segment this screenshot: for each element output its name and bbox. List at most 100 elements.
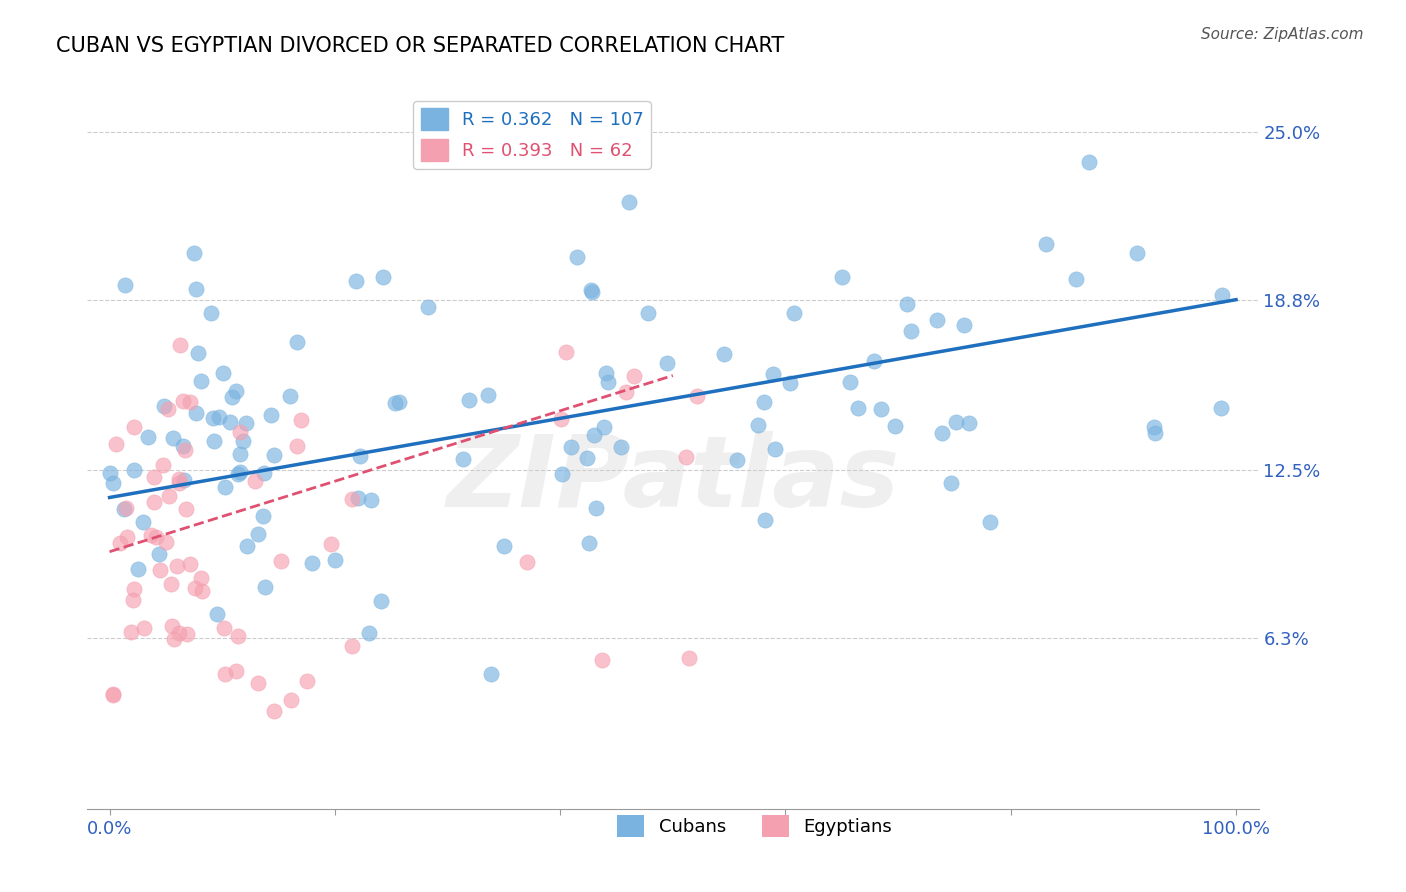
Point <box>226 629 249 643</box>
Point <box>263 449 285 463</box>
Point <box>1143 420 1166 434</box>
Point <box>157 401 180 416</box>
Point <box>1064 272 1087 286</box>
Point <box>252 508 274 523</box>
Point <box>143 469 166 483</box>
Point <box>598 375 620 389</box>
Text: CUBAN VS EGYPTIAN DIVORCED OR SEPARATED CORRELATION CHART: CUBAN VS EGYPTIAN DIVORCED OR SEPARATED … <box>56 36 785 55</box>
Point <box>609 441 631 455</box>
Point <box>98 466 121 480</box>
Point <box>172 439 194 453</box>
Point <box>846 401 869 415</box>
Point <box>550 411 572 425</box>
Point <box>945 416 967 430</box>
Point <box>883 419 905 434</box>
Point <box>623 369 645 384</box>
Point <box>187 346 209 360</box>
Point <box>870 402 893 417</box>
Point <box>247 527 270 541</box>
Point <box>221 390 243 404</box>
Point <box>186 406 208 420</box>
Point <box>167 626 190 640</box>
Point <box>202 434 225 448</box>
Point <box>163 632 186 647</box>
Point <box>166 559 188 574</box>
Point <box>839 375 862 389</box>
Point <box>183 246 205 260</box>
Point <box>939 476 962 491</box>
Point <box>120 625 142 640</box>
Point <box>253 580 276 594</box>
Point <box>160 619 183 633</box>
Point <box>346 491 368 505</box>
Point <box>1077 154 1099 169</box>
Point <box>232 434 254 449</box>
Point <box>479 666 502 681</box>
Point <box>591 653 613 667</box>
Point <box>191 584 214 599</box>
Point <box>581 283 603 297</box>
Point <box>270 554 292 568</box>
Point <box>235 416 257 430</box>
Point <box>108 536 131 550</box>
Point <box>925 312 948 326</box>
Point <box>451 452 474 467</box>
Point <box>979 515 1001 529</box>
Point <box>229 425 252 439</box>
Point <box>388 394 411 409</box>
Point <box>278 389 301 403</box>
Point <box>114 501 136 516</box>
Point <box>585 501 607 516</box>
Point <box>184 282 207 296</box>
Point <box>384 396 406 410</box>
Point <box>321 537 343 551</box>
Point <box>290 413 312 427</box>
Point <box>260 409 283 423</box>
Point <box>900 325 922 339</box>
Point <box>148 547 170 561</box>
Point <box>179 395 201 409</box>
Point <box>357 626 380 640</box>
Point <box>167 475 190 490</box>
Point <box>104 437 127 451</box>
Point <box>236 539 259 553</box>
Point <box>567 250 589 264</box>
Text: Source: ZipAtlas.com: Source: ZipAtlas.com <box>1201 27 1364 42</box>
Point <box>1143 425 1166 440</box>
Point <box>122 420 145 434</box>
Point <box>101 687 124 701</box>
Point <box>551 467 574 481</box>
Point <box>212 621 235 635</box>
Point <box>779 376 801 390</box>
Point <box>253 467 276 481</box>
Point <box>219 416 242 430</box>
Point <box>121 592 143 607</box>
Point <box>205 607 228 622</box>
Point <box>896 297 918 311</box>
Point <box>285 439 308 453</box>
Point <box>686 389 709 403</box>
Point <box>280 693 302 707</box>
Point <box>155 535 177 549</box>
Point <box>226 467 249 481</box>
Point <box>340 640 363 654</box>
Point <box>555 345 578 359</box>
Point <box>592 420 614 434</box>
Point <box>1035 236 1057 251</box>
Point <box>159 577 181 591</box>
Point <box>229 447 252 461</box>
Point <box>145 530 167 544</box>
Point <box>114 501 136 516</box>
Legend: Cubans, Egyptians: Cubans, Egyptians <box>610 807 900 844</box>
Point <box>149 563 172 577</box>
Point <box>340 491 363 506</box>
Point <box>370 594 392 608</box>
Point <box>614 385 637 400</box>
Point <box>263 704 285 718</box>
Point <box>139 527 162 541</box>
Text: ZIPatlas: ZIPatlas <box>446 432 900 528</box>
Point <box>675 450 697 464</box>
Point <box>581 285 603 299</box>
Point <box>229 465 252 479</box>
Point <box>344 274 367 288</box>
